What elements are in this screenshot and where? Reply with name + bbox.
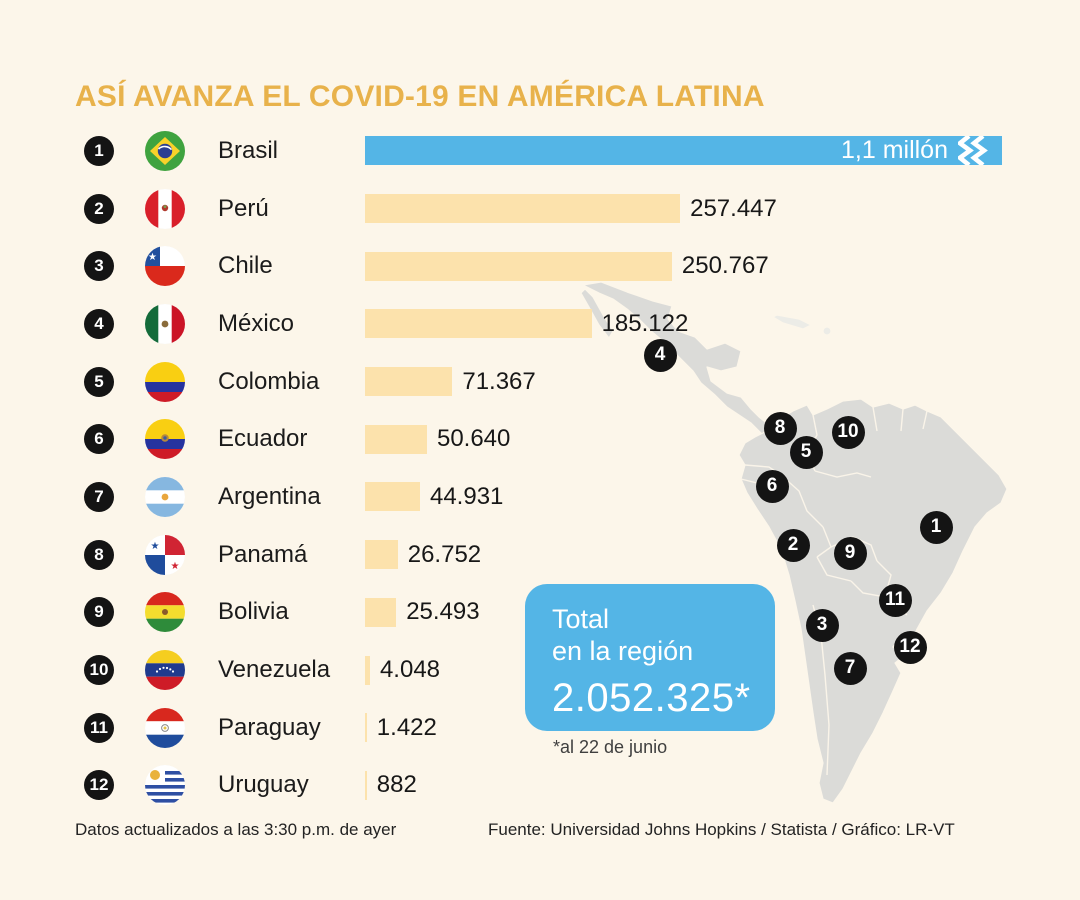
rank-badge: 9: [84, 597, 114, 628]
svg-text:★: ★: [148, 252, 157, 263]
rank-badge: 7: [84, 481, 114, 512]
rank-badge: 1: [84, 135, 114, 166]
country-name: Bolivia: [218, 598, 289, 626]
value-label: 4.048: [379, 656, 441, 684]
value-label: 71.367: [462, 367, 536, 395]
value-bar: [365, 194, 681, 224]
bar-inside-label: 1,1 millón: [841, 136, 948, 165]
bolivia-flag-icon: [145, 592, 185, 633]
country-name: Panamá: [218, 540, 308, 568]
axis-break-icon: [956, 134, 992, 168]
ecuador-flag-icon: [145, 419, 185, 460]
value-bar: [365, 424, 427, 454]
value-bar: [365, 309, 592, 339]
value-label: 250.767: [681, 252, 769, 280]
svg-text:★: ★: [151, 541, 160, 552]
value-label: 185.122: [601, 309, 689, 337]
country-row: 9 Bolivia 25.493: [84, 584, 1024, 642]
map-marker-5: 5: [789, 435, 823, 469]
value-bar: [365, 713, 367, 743]
argentina-flag-icon: [145, 476, 185, 517]
country-name: Chile: [218, 252, 273, 280]
value-label: 257.447: [690, 194, 777, 222]
country-row: 6 Ecuador 50.640: [84, 410, 1024, 468]
country-row: 11 Paraguay 1.422: [84, 699, 1024, 757]
panama-flag-icon: ★ ★: [145, 534, 185, 575]
value-bar: [365, 770, 367, 800]
value-bar: 1,1 millón: [365, 134, 1002, 168]
page-title: ASÍ AVANZA EL COVID-19 EN AMÉRICA LATINA: [75, 80, 765, 113]
uruguay-flag-icon: [145, 765, 185, 806]
value-bar: [365, 251, 672, 281]
map-marker-3: 3: [805, 608, 839, 642]
country-name: Uruguay: [218, 771, 309, 799]
value-label: 50.640: [436, 425, 511, 453]
value-bar: [365, 540, 398, 570]
rank-badge: 4: [84, 308, 114, 339]
map-marker-11: 11: [878, 583, 912, 617]
value-label: 25.493: [406, 598, 480, 626]
colombia-flag-icon: [145, 361, 185, 402]
rank-badge: 3: [84, 251, 114, 282]
country-name: Perú: [218, 194, 269, 222]
latin-america-map: 1 2 3 4 5 6 7 8 9 10 11 12: [555, 275, 1020, 810]
rank-badge: 2: [84, 193, 114, 224]
mexico-flag-icon: [145, 303, 185, 344]
country-row: 2 Perú 257.447: [84, 180, 1024, 238]
country-name: Paraguay: [218, 713, 321, 741]
value-bar: [365, 482, 420, 512]
country-list: 1 Brasil 1,1 millón 2 Perú: [84, 122, 1024, 814]
value-bar: [365, 655, 370, 685]
rank-badge: 12: [84, 770, 114, 801]
country-name: Colombia: [218, 367, 320, 395]
brasil-flag-icon: [145, 130, 185, 171]
map-marker-2: 2: [776, 528, 810, 562]
map-marker-1: 1: [919, 510, 953, 544]
map-marker-8: 8: [763, 411, 797, 445]
total-box-title-line2: en la región: [552, 635, 694, 666]
svg-text:★: ★: [171, 561, 180, 572]
chile-flag-icon: ★: [145, 246, 185, 287]
total-footnote: *al 22 de junio: [553, 737, 668, 757]
country-row: 12 Uruguay 882: [84, 757, 1024, 815]
country-row: 1 Brasil 1,1 millón: [84, 122, 1024, 180]
country-row: 10 Venezuela 4.048: [84, 641, 1024, 699]
map-marker-10: 10: [831, 415, 865, 449]
country-name: México: [218, 309, 295, 337]
country-name: Argentina: [218, 482, 321, 510]
venezuela-flag-icon: [145, 650, 185, 691]
value-bar: [365, 367, 453, 397]
map-marker-6: 6: [755, 469, 789, 503]
value-bar: [365, 597, 397, 627]
country-row: 8 ★ ★ Panamá 26.752: [84, 526, 1024, 584]
map-marker-9: 9: [833, 536, 867, 570]
rank-badge: 5: [84, 366, 114, 397]
country-row: 5 Colombia 71.367: [84, 353, 1024, 411]
country-row: 3 ★ Chile 250.767: [84, 237, 1024, 295]
map-marker-4: 4: [643, 338, 677, 372]
rank-badge: 6: [84, 424, 114, 455]
value-label: 882: [376, 771, 417, 799]
value-label: 1.422: [376, 713, 437, 741]
value-label: 44.931: [429, 482, 504, 510]
country-row: 4 México 185.122: [84, 295, 1024, 353]
total-value: 2.052.325*: [552, 675, 751, 720]
updated-note: Datos actualizados a las 3:30 p.m. de ay…: [75, 820, 397, 839]
country-name: Venezuela: [218, 656, 331, 684]
country-row: 7 Argentina 44.931: [84, 468, 1024, 526]
source-credit: Fuente: Universidad Johns Hopkins / Stat…: [488, 820, 955, 839]
rank-badge: 8: [84, 539, 114, 570]
peru-flag-icon: [145, 188, 185, 229]
rank-badge: 11: [84, 712, 114, 743]
total-box: Total en la región 2.052.325*: [525, 584, 775, 731]
value-label: 26.752: [407, 540, 482, 568]
rank-badge: 10: [84, 655, 114, 686]
country-name: Ecuador: [218, 425, 308, 453]
map-marker-12: 12: [893, 630, 927, 664]
paraguay-flag-icon: [145, 707, 185, 748]
country-name: Brasil: [218, 136, 279, 164]
total-box-title-line1: Total: [552, 604, 610, 634]
map-marker-7: 7: [833, 651, 867, 685]
